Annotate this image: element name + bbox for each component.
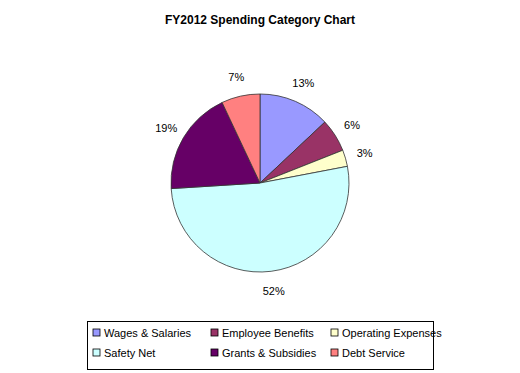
data-label: 19% xyxy=(155,122,177,134)
legend-label: Employee Benefits xyxy=(222,327,314,339)
data-label: 7% xyxy=(228,71,244,83)
legend-swatch xyxy=(93,329,100,336)
legend-swatch xyxy=(211,329,218,336)
chart: FY2012 Spending Category Chart 13% 6% 3% 52%… xyxy=(0,0,520,373)
slice xyxy=(222,94,260,183)
title: FY2012 Spending Category Chart xyxy=(165,13,355,27)
legend-label: Safety Net xyxy=(104,347,155,359)
legend: Wages & Salaries Employee Benefits Operati… xyxy=(88,322,443,370)
pie xyxy=(171,94,349,272)
legend-label: Debt Service xyxy=(342,347,405,359)
legend-swatch xyxy=(93,349,100,356)
legend-label: Wages & Salaries xyxy=(104,327,192,339)
data-label: 52% xyxy=(263,285,285,297)
legend-swatch xyxy=(211,349,218,356)
data-label: 6% xyxy=(344,119,360,131)
legend-swatch xyxy=(331,329,338,336)
data-label: 13% xyxy=(292,77,314,89)
legend-label: Operating Expenses xyxy=(342,327,442,339)
data-label: 3% xyxy=(357,147,373,159)
legend-swatch xyxy=(331,349,338,356)
legend-label: Grants & Subsidies xyxy=(222,347,317,359)
